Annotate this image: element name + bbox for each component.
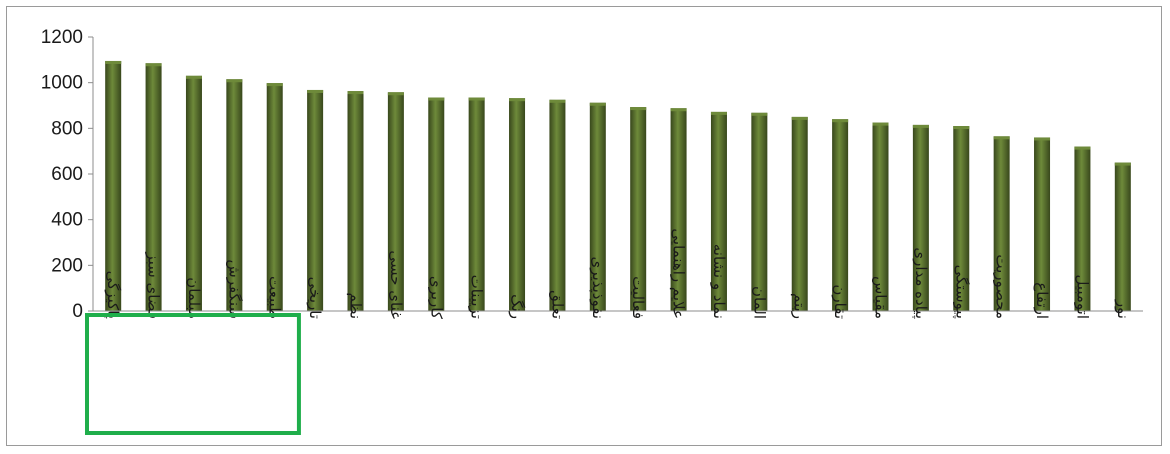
bar-top [145,63,162,67]
bar-chart: 0 200 400 600 800 1000 1200 پاکیزگی فضای سبز مبل… [41,27,1143,435]
y-tick-label: 1200 [41,27,83,48]
bar-top [226,79,243,83]
x-tick-label: فعالیت [629,276,647,319]
bar-top [509,98,526,102]
y-tick-label: 400 [51,210,83,231]
bar-top [347,91,364,95]
x-tick-label: ریتم [791,293,809,319]
bar-top [1114,162,1131,166]
bar [266,83,283,311]
y-tick-label: 200 [51,255,83,276]
bar [953,126,970,311]
x-tick-label: نظم [347,293,365,319]
bar-top [1074,146,1091,150]
bar-top [710,111,727,115]
x-tick-label: نماد و نشانه [710,244,728,319]
bar [509,98,526,312]
x-tick-label: پاکیزگی [103,271,122,319]
bar-top [670,108,687,112]
y-tick-label: 0 [72,301,83,322]
x-tick-label: نفوذپذیری [588,257,607,319]
bar-top [307,89,324,93]
bar-top [266,83,283,87]
x-tick-label: تزیینات [468,275,486,319]
highlight-rectangle [85,313,301,435]
x-tick-label: نور [1114,299,1132,319]
bar [630,107,647,312]
bar [589,102,606,311]
x-tick-label: فضای سبز [145,251,163,319]
bar [832,119,849,311]
x-tick-label: محصوریت [993,254,1011,319]
bar [1074,146,1091,311]
x-axis: پاکیزگی فضای سبز مبلمان سنگفرش طبیعت تاریخی نظ… [93,228,1143,320]
bar-top [630,107,647,111]
highlight-box [85,313,301,435]
bar [347,91,364,312]
bar [1034,137,1051,311]
bar [307,89,324,312]
bar [912,124,929,312]
bar [105,60,122,311]
x-tick-label: غنای حسی [387,250,405,319]
bar-top [185,75,202,79]
bar-top [751,112,768,116]
y-tick-label: 600 [51,164,83,185]
x-tick-label: رنگ [508,294,526,319]
bar-top [832,119,849,123]
bar [428,97,445,311]
bar-top [105,60,122,64]
bar-top [872,122,889,126]
x-tick-label: پیوستگی [951,265,970,319]
y-tick-label: 1000 [41,73,83,94]
x-tick-label: اتومبیل [1073,274,1091,319]
bar [791,116,808,312]
x-tick-label: علایم راهنمایی [670,228,688,319]
bar-top [993,136,1010,140]
bar-top [589,102,606,106]
y-tick-label: 800 [51,118,83,139]
bar-top [387,92,404,96]
bar [872,122,889,311]
bar [751,112,768,311]
x-tick-label: مبلمان [185,277,203,319]
x-tick-label: مقیاس [872,276,890,319]
bar [145,63,162,312]
bar-top [953,126,970,130]
bar [1114,162,1131,311]
x-tick-label: تاریخی [306,277,324,319]
x-tick-label: کاربری [427,276,445,320]
bar [549,99,566,312]
bars [105,60,1131,312]
x-tick-label: سنگفرش [225,259,243,319]
bar [670,108,687,312]
bar [185,75,202,311]
bar-top [428,97,445,101]
bar [226,79,243,311]
bar [993,136,1010,311]
bar-top [1034,137,1051,141]
bar-top [549,99,566,103]
bar [710,111,727,311]
bar [387,92,404,311]
chart-frame: 0 200 400 600 800 1000 1200 پاکیزگی فضای سبز مبل… [6,6,1162,446]
x-tick-label: ارتفاع [1033,282,1051,319]
bar [468,97,485,311]
x-tick-label: تقارن [831,284,849,319]
x-tick-label: المان [750,286,768,319]
x-tick-label: طبیعت [266,276,284,319]
bar-top [912,124,929,128]
x-tick-label: تعلق [548,290,566,319]
x-tick-label: پیاده مداری [911,247,930,319]
bar-top [468,97,485,101]
bar-top [791,116,808,120]
y-axis: 0 200 400 600 800 1000 1200 [41,27,94,322]
